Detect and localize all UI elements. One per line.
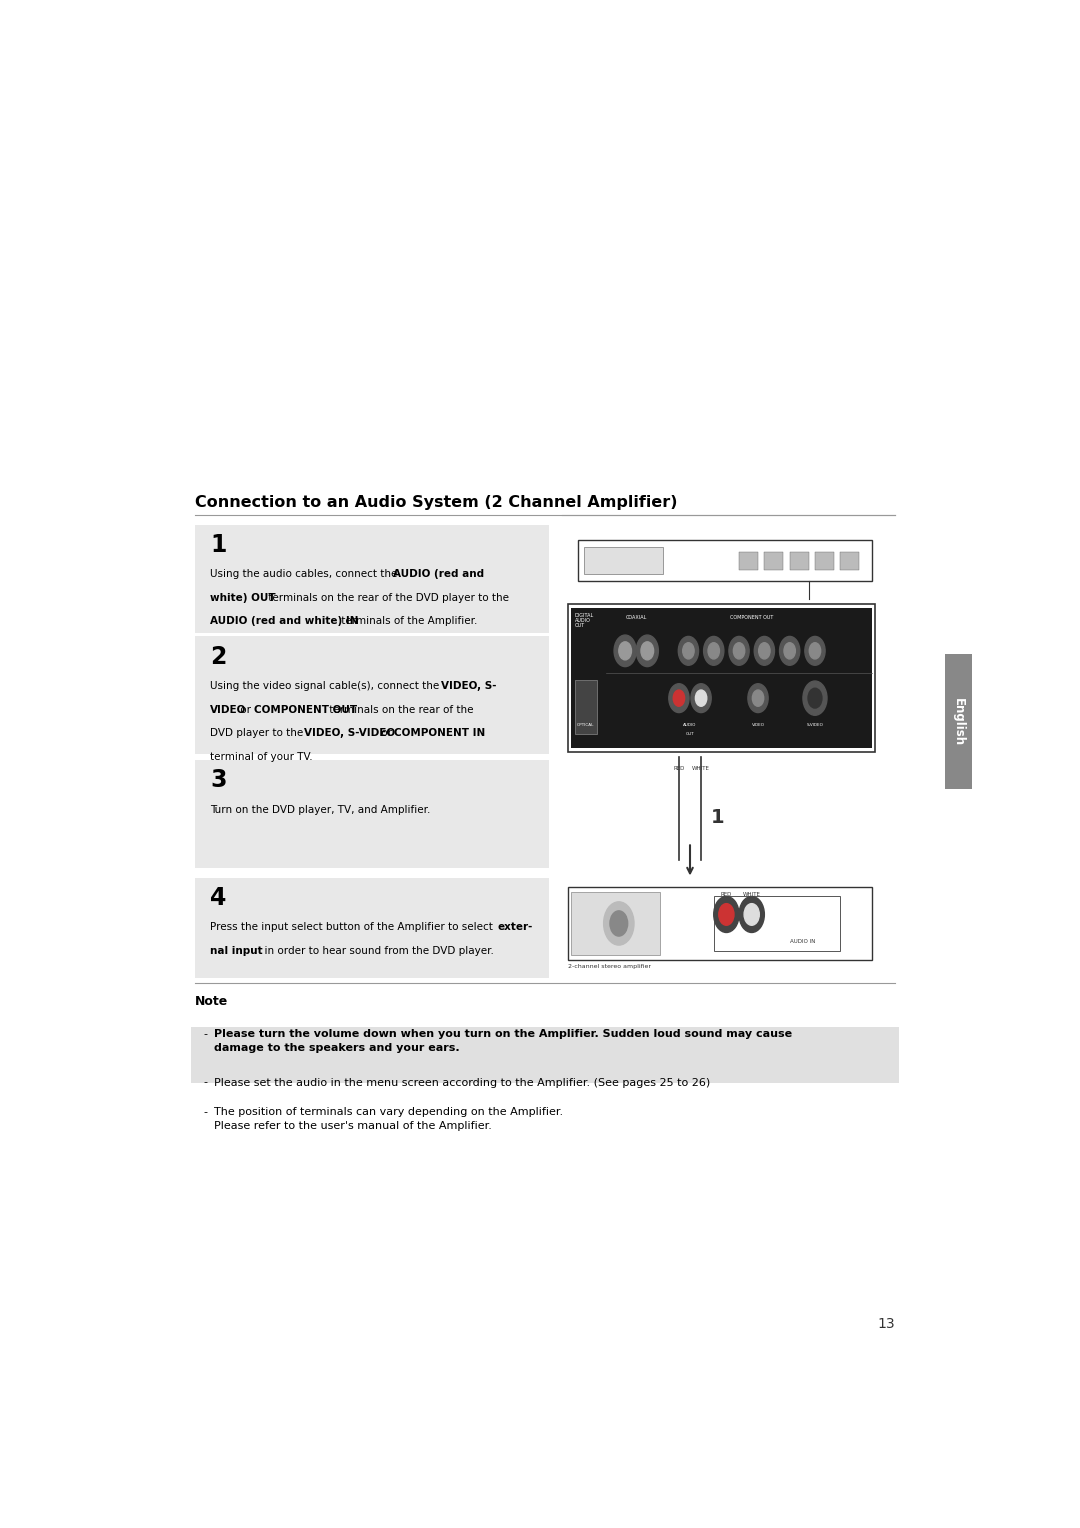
FancyBboxPatch shape	[195, 759, 550, 868]
FancyBboxPatch shape	[195, 877, 550, 978]
Text: English: English	[953, 698, 966, 746]
Text: in order to hear sound from the DVD player.: in order to hear sound from the DVD play…	[258, 946, 494, 957]
Text: VIDEO, S-: VIDEO, S-	[441, 681, 496, 691]
Text: -: -	[204, 1077, 207, 1088]
Text: VIDEO, S-VIDEO: VIDEO, S-VIDEO	[305, 729, 395, 738]
Text: 3: 3	[211, 769, 227, 792]
Text: AUDIO (red and: AUDIO (red and	[393, 570, 484, 579]
Text: COMPONENT OUT: COMPONENT OUT	[254, 704, 357, 715]
FancyBboxPatch shape	[945, 654, 972, 790]
Text: Using the video signal cable(s), connect the: Using the video signal cable(s), connect…	[211, 681, 443, 691]
Text: terminals of the Amplifier.: terminals of the Amplifier.	[338, 616, 477, 626]
Text: or: or	[378, 729, 395, 738]
Text: COMPONENT IN: COMPONENT IN	[394, 729, 486, 738]
Text: Please turn the volume down when you turn on the Amplifier. Sudden loud sound ma: Please turn the volume down when you tur…	[214, 1030, 792, 1053]
Text: VIDEO: VIDEO	[211, 704, 246, 715]
Text: Press the input select button of the Amplifier to select: Press the input select button of the Amp…	[211, 923, 497, 932]
FancyBboxPatch shape	[195, 636, 550, 753]
Text: 1: 1	[211, 533, 227, 556]
Text: -: -	[204, 1030, 207, 1039]
Text: -: -	[204, 1106, 207, 1117]
Text: terminals on the rear of the DVD player to the: terminals on the rear of the DVD player …	[265, 593, 509, 604]
FancyBboxPatch shape	[195, 524, 550, 633]
Text: DVD player to the: DVD player to the	[211, 729, 307, 738]
Text: terminals on the rear of the: terminals on the rear of the	[326, 704, 473, 715]
Text: The position of terminals can vary depending on the Amplifier.
Please refer to t: The position of terminals can vary depen…	[214, 1106, 563, 1131]
Text: or: or	[238, 704, 255, 715]
Text: 2: 2	[211, 645, 227, 669]
Text: Turn on the DVD player, TV, and Amplifier.: Turn on the DVD player, TV, and Amplifie…	[211, 805, 431, 814]
Text: Please set the audio in the menu screen according to the Amplifier. (See pages 2: Please set the audio in the menu screen …	[214, 1077, 710, 1088]
Text: Connection to an Audio System (2 Channel Amplifier): Connection to an Audio System (2 Channel…	[195, 495, 678, 510]
FancyBboxPatch shape	[191, 1027, 900, 1083]
Text: 13: 13	[877, 1317, 895, 1331]
Text: AUDIO (red and white) IN: AUDIO (red and white) IN	[211, 616, 359, 626]
Text: 4: 4	[211, 886, 227, 909]
Text: Note: Note	[195, 995, 229, 1008]
Text: white) OUT: white) OUT	[211, 593, 276, 604]
Text: nal input: nal input	[211, 946, 262, 957]
Text: terminal of your TV.: terminal of your TV.	[211, 752, 313, 761]
Text: exter-: exter-	[498, 923, 532, 932]
Text: Using the audio cables, connect the: Using the audio cables, connect the	[211, 570, 401, 579]
